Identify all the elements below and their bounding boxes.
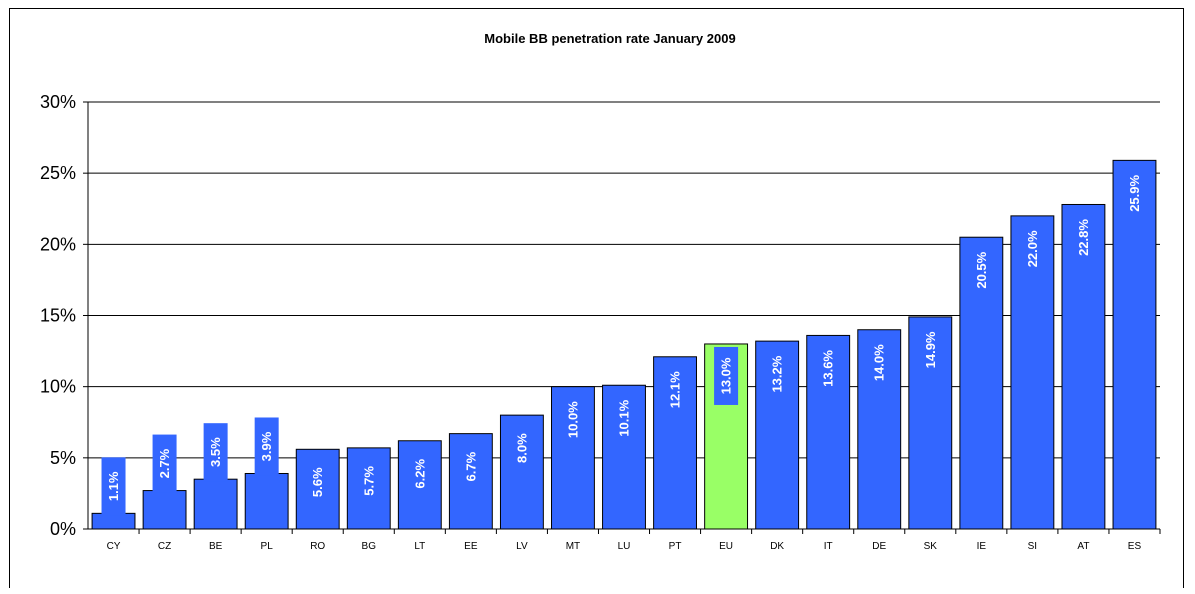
bar-pl <box>244 472 289 530</box>
x-tick-label: DK <box>770 541 784 552</box>
x-tick-label: PL <box>261 541 274 552</box>
data-label-box <box>152 434 177 493</box>
bar-cz <box>142 490 187 530</box>
data-label: 14.9% <box>923 331 938 368</box>
bar-de <box>857 329 902 530</box>
data-label: 12.1% <box>668 371 683 408</box>
bar-es <box>1112 159 1157 530</box>
chart-title: Mobile BB penetration rate January 2009 <box>484 31 735 46</box>
data-label-box <box>254 417 279 476</box>
x-tick-label: LU <box>618 541 631 552</box>
x-tick-label: BE <box>209 541 223 552</box>
data-label: 8.0% <box>514 433 529 463</box>
x-tick-label: IE <box>977 541 987 552</box>
x-tick-label: EE <box>464 541 478 552</box>
x-tick-label: LT <box>414 541 425 552</box>
data-label: 5.6% <box>310 467 325 497</box>
x-tick-label: CZ <box>158 541 171 552</box>
y-tick-label: 5% <box>50 448 76 468</box>
data-label: 22.8% <box>1076 219 1091 256</box>
data-label: 20.5% <box>974 251 989 288</box>
y-tick-label: 25% <box>40 163 76 183</box>
bar-pt <box>653 356 697 530</box>
data-label: 10.1% <box>617 399 632 436</box>
data-label: 2.7% <box>157 448 172 478</box>
x-tick-label: AT <box>1077 541 1089 552</box>
data-label: 10.0% <box>565 401 580 438</box>
x-tick-label: BG <box>362 541 377 552</box>
x-tick-label: LV <box>516 541 528 552</box>
data-label: 3.9% <box>259 431 274 461</box>
data-label-box <box>714 346 739 405</box>
bar-sk <box>908 316 953 530</box>
bar-lv <box>499 414 544 530</box>
data-label: 13.2% <box>770 355 785 392</box>
data-label: 13.6% <box>821 350 836 387</box>
bar-lt <box>397 440 442 530</box>
bar-cy <box>91 512 136 530</box>
y-tick-label: 10% <box>40 377 76 397</box>
bar-bg <box>346 447 391 530</box>
bar-at <box>1061 203 1106 530</box>
data-label: 1.1% <box>106 471 121 501</box>
x-tick-label: EU <box>719 541 733 552</box>
x-tick-label: SI <box>1028 541 1037 552</box>
data-label: 22.0% <box>1025 230 1040 267</box>
y-tick-label: 20% <box>40 234 76 254</box>
x-tick-label: IT <box>824 541 833 552</box>
x-tick-label: PT <box>669 541 682 552</box>
bar-si <box>1010 215 1055 530</box>
bar-it <box>806 334 851 530</box>
x-tick-label: DE <box>872 541 886 552</box>
x-tick-label: CY <box>107 541 121 552</box>
data-label: 14.0% <box>872 344 887 381</box>
data-label: 5.7% <box>361 466 376 496</box>
x-tick-label: MT <box>566 541 580 552</box>
data-label: 6.2% <box>412 459 427 489</box>
y-tick-label: 30% <box>40 92 76 112</box>
data-label: 6.7% <box>463 451 478 481</box>
bar-ee <box>448 433 493 530</box>
bar-be <box>193 478 238 530</box>
bar-ie <box>959 236 1004 530</box>
y-tick-label: 15% <box>40 306 76 326</box>
chart-frame <box>9 8 1184 588</box>
data-label-box <box>101 457 126 516</box>
bar-dk <box>755 340 800 530</box>
data-label: 13.0% <box>719 357 734 394</box>
bar-mt <box>551 386 595 530</box>
data-label-box <box>203 423 228 482</box>
y-tick-label: 0% <box>50 519 76 539</box>
x-tick-label: RO <box>310 541 325 552</box>
x-tick-label: ES <box>1128 541 1142 552</box>
bar-ro <box>295 448 340 530</box>
x-tick-label: SK <box>924 541 938 552</box>
data-label: 25.9% <box>1127 174 1142 211</box>
data-label: 3.5% <box>208 437 223 467</box>
bar-lu <box>602 384 646 530</box>
